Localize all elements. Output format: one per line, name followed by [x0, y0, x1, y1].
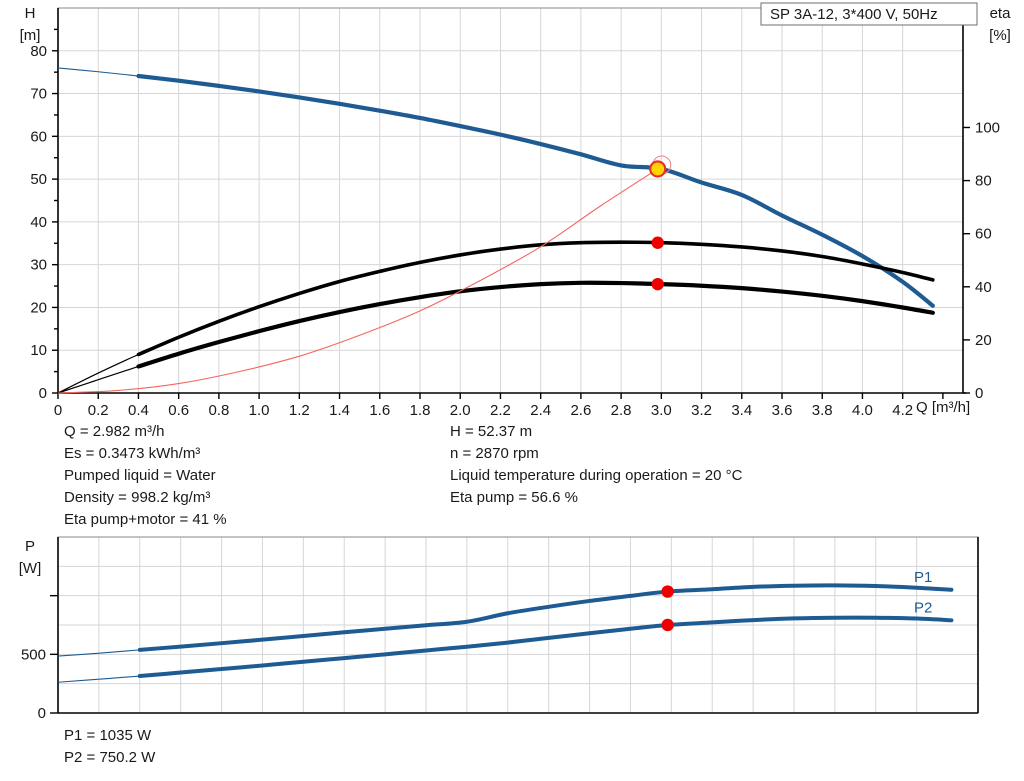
- eta-pump-motor-curve-thick: [136, 280, 935, 369]
- power-data-line: P2 = 750.2 W: [64, 749, 156, 766]
- eta-pump-motor-point[interactable]: [651, 277, 664, 291]
- head-curve-thin: [57, 67, 934, 307]
- eta-y-tick-label: 80: [975, 173, 992, 190]
- head-chart: 0 10 20 30 40 50 60 70 80 0 20 40 60 80 100 0 0.2 0.4 0.6 0…: [20, 2, 1012, 419]
- eta-y-tick-label: 20: [975, 332, 992, 349]
- chart-title-box-rect: [760, 2, 978, 26]
- power-chart: 0 500 P1 P2 P [W]: [19, 536, 979, 722]
- system-curve-thin: [57, 168, 659, 394]
- head-plot-frame: [57, 7, 964, 394]
- eta-y-axis-unit: [%]: [989, 27, 1011, 44]
- eta-y-tick-label: 100: [975, 119, 1000, 136]
- power-y-axis-name: P: [25, 538, 35, 555]
- head-x-tick-label: 3.2: [691, 402, 712, 419]
- head-x-tick-label: 0.8: [208, 402, 229, 419]
- operating-data-left-column: Q = 2.982 m³/h Es = 0.3473 kWh/m³ Pumped l…: [64, 423, 227, 528]
- operating-data-line: n = 2870 rpm: [450, 445, 539, 462]
- power-chart-legend: P1 P2: [914, 569, 932, 617]
- head-x-tick-label: 2.4: [530, 402, 551, 419]
- head-y-axis-unit: [m]: [20, 27, 41, 44]
- head-chart-axes: [57, 8, 966, 394]
- head-y-tick-label: 30: [30, 257, 47, 274]
- eta-pump-motor-curve-thin: [57, 282, 933, 394]
- operating-data-line: Density = 998.2 kg/m³: [64, 489, 210, 506]
- power-curve-p1-thick: [137, 583, 954, 652]
- head-x-tick-label: 2.8: [611, 402, 632, 419]
- power-chart-tick-labels: 0 500: [21, 646, 46, 722]
- head-x-tick-label: 3.0: [651, 402, 672, 419]
- p2-duty-point[interactable]: [661, 618, 674, 632]
- power-legend-p1: P1: [914, 569, 932, 586]
- head-x-tick-label: 2.0: [450, 402, 471, 419]
- head-x-tick-label: 4.2: [892, 402, 913, 419]
- eta-y-axis-name: eta: [990, 5, 1012, 22]
- head-x-tick-label: 1.0: [249, 402, 270, 419]
- head-x-tick-label: 0.2: [88, 402, 109, 419]
- head-y-tick-label: 50: [30, 171, 47, 188]
- duty-point[interactable]: [649, 160, 667, 178]
- eta-pump-point[interactable]: [651, 236, 664, 249]
- head-y-tick-label: 10: [30, 342, 47, 359]
- power-data-block: P1 = 1035 W P2 = 750.2 W: [64, 727, 156, 766]
- head-x-tick-label: 4.0: [852, 402, 873, 419]
- head-x-tick-label: 1.8: [410, 402, 431, 419]
- head-chart-gridlines: [58, 7, 963, 393]
- head-curve-thick: [136, 73, 935, 308]
- head-x-tick-label: 2.2: [490, 402, 511, 419]
- power-legend-p2: P2: [914, 599, 932, 616]
- eta-y-tick-label: 40: [975, 279, 992, 296]
- head-x-tick-label: 3.6: [772, 402, 793, 419]
- head-chart-markers[interactable]: [649, 155, 672, 291]
- head-y-tick-label: 40: [30, 214, 47, 231]
- power-chart-ticks: [50, 594, 58, 714]
- power-y-axis-unit: [W]: [19, 560, 42, 577]
- power-chart-axes: [57, 537, 979, 714]
- power-chart-markers[interactable]: [661, 585, 674, 632]
- head-x-tick-label: 1.2: [289, 402, 310, 419]
- power-y-tick-label: 0: [38, 705, 46, 722]
- eta-y-tick-label: 60: [975, 226, 992, 243]
- head-x-tick-label: 0: [54, 402, 62, 419]
- head-y-tick-label: 80: [30, 43, 47, 60]
- eta-y-tick-label: 0: [975, 385, 983, 402]
- operating-data-line: Eta pump = 56.6 %: [450, 489, 578, 506]
- head-x-tick-label: 1.4: [329, 402, 350, 419]
- power-chart-gridlines: [58, 537, 978, 713]
- head-chart-curves: [57, 67, 935, 394]
- head-y-tick-label: 70: [30, 86, 47, 103]
- head-chart-tick-labels: 0 10 20 30 40 50 60 70 80 0 20 40 60 80 100 0 0.2 0.4 0.6 0…: [30, 43, 1000, 419]
- operating-data-line: Q = 2.982 m³/h: [64, 423, 164, 440]
- operating-data-line: Es = 0.3473 kWh/m³: [64, 445, 200, 462]
- chart-title-text: SP 3A-12, 3*400 V, 50Hz: [770, 6, 938, 23]
- operating-data-right-column: H = 52.37 m n = 2870 rpm Liquid temperatur…: [450, 423, 743, 506]
- eta-pump-curve-thick: [136, 240, 935, 357]
- head-x-axis-name: Q [m³/h]: [916, 399, 970, 416]
- operating-data-line: H = 52.37 m: [450, 423, 532, 440]
- p1-duty-point[interactable]: [661, 585, 674, 598]
- head-x-tick-label: 0.6: [168, 402, 189, 419]
- head-y-tick-label: 20: [30, 299, 47, 316]
- operating-data-block: Q = 2.982 m³/h Es = 0.3473 kWh/m³ Pumped l…: [64, 423, 743, 528]
- chart-title-box: SP 3A-12, 3*400 V, 50Hz: [760, 2, 978, 26]
- head-x-tick-label: 2.6: [570, 402, 591, 419]
- head-x-tick-label: 1.6: [369, 402, 390, 419]
- power-chart-curves: [57, 583, 954, 683]
- power-data-line: P1 = 1035 W: [64, 727, 152, 744]
- head-chart-ticks: [52, 28, 970, 399]
- head-x-tick-label: 3.4: [731, 402, 752, 419]
- operating-data-line: Pumped liquid = Water: [64, 467, 216, 484]
- head-y-tick-label: 0: [39, 385, 47, 402]
- head-x-tick-label: 3.8: [812, 402, 833, 419]
- operating-data-line: Eta pump+motor = 41 %: [64, 511, 227, 528]
- operating-data-line: Liquid temperature during operation = 20…: [450, 467, 743, 484]
- head-x-tick-label: 0.4: [128, 402, 149, 419]
- head-y-tick-label: 60: [30, 128, 47, 145]
- power-y-tick-label: 500: [21, 646, 46, 663]
- head-y-axis-name: H: [25, 5, 36, 22]
- power-curve-p2-thick: [137, 615, 954, 679]
